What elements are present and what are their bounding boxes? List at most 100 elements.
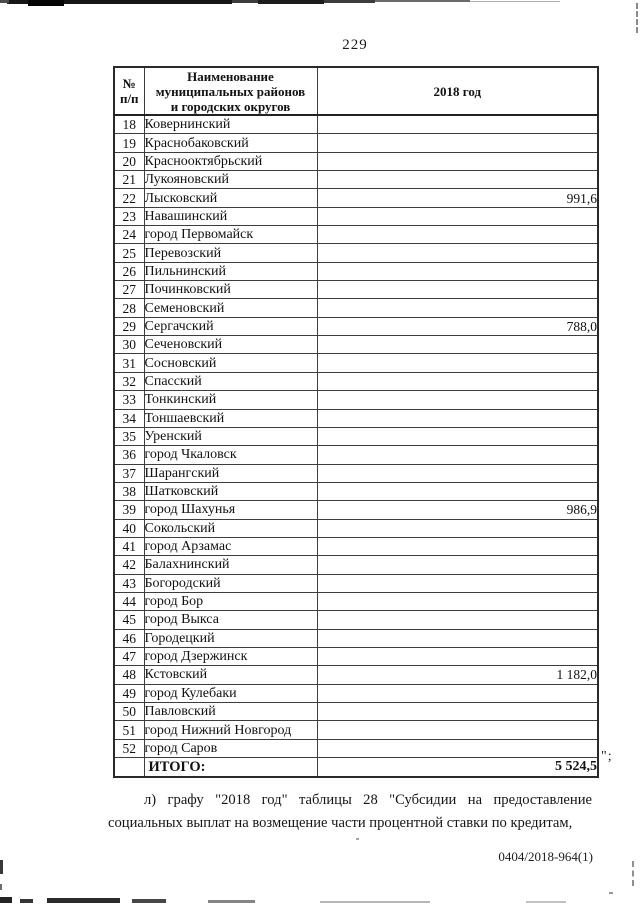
cell-name: Шарангский bbox=[143, 463, 318, 483]
scan-artifact-top-band bbox=[7, 0, 232, 4]
table-row: 24 город Первомайск bbox=[113, 225, 599, 245]
table-row: 33 Тонкинский bbox=[113, 390, 599, 410]
cell-num: 49 bbox=[113, 683, 145, 704]
table-row: 31 Сосновский bbox=[113, 353, 599, 373]
cell-value bbox=[316, 463, 599, 483]
cell-name: Павловский bbox=[143, 701, 318, 722]
scan-artifact-bottom-smudge bbox=[47, 898, 120, 903]
table-row: 37 Шарангский bbox=[113, 463, 599, 483]
closing-quote-semicolon: "; bbox=[601, 749, 613, 764]
cell-num: 34 bbox=[113, 408, 145, 428]
cell-value: 1 182,0 bbox=[316, 665, 599, 685]
table-row: 44 город Бор bbox=[113, 591, 599, 612]
cell-num: 46 bbox=[113, 628, 145, 648]
scan-artifact-top-mid bbox=[232, 0, 375, 3]
cell-num: 33 bbox=[113, 390, 145, 410]
table-row: 48 Кстовский 1 182,0 bbox=[113, 665, 599, 685]
cell-num: 37 bbox=[113, 463, 145, 483]
table-row: 36 город Чкаловск bbox=[113, 445, 599, 465]
cell-name: Тоншаевский bbox=[143, 408, 318, 428]
scan-artifact-right-bottom-dashes bbox=[632, 861, 634, 886]
cell-value bbox=[316, 151, 599, 172]
cell-num: 19 bbox=[113, 133, 145, 153]
cell-num: 31 bbox=[113, 353, 145, 373]
cell-name: город Арзамас bbox=[143, 536, 318, 557]
cell-value bbox=[316, 426, 599, 447]
table-row: 39 город Шахунья 986,9 bbox=[113, 500, 599, 520]
cell-name: Тонкинский bbox=[143, 390, 318, 410]
scan-artifact-left-bottom-mark bbox=[0, 860, 3, 874]
cell-name: Богородский bbox=[143, 573, 318, 593]
cell-name: Навашинский bbox=[143, 206, 318, 227]
table-row: 19 Краснобаковский bbox=[113, 133, 599, 153]
scan-artifact-top-tail bbox=[470, 1, 560, 2]
table-row: 47 город Дзержинск bbox=[113, 646, 599, 667]
cell-value bbox=[316, 573, 599, 593]
cell-num: 45 bbox=[113, 610, 145, 630]
table-row: 52 город Саров bbox=[113, 738, 599, 759]
table-row: 38 Шатковский bbox=[113, 481, 599, 502]
cell-num: 27 bbox=[113, 280, 145, 300]
cell-name: город Кулебаки bbox=[143, 683, 318, 704]
cell-name: Ковернинский bbox=[143, 114, 318, 135]
paragraph-line-2: социальных выплат на возмещение части пр… bbox=[108, 815, 573, 831]
cell-num: 52 bbox=[113, 738, 145, 759]
table-row: 21 Лукояновский bbox=[113, 170, 599, 190]
table-row: 18 Ковернинский bbox=[113, 114, 599, 135]
cell-value bbox=[316, 114, 599, 135]
cell-num: 41 bbox=[113, 536, 145, 557]
cell-value bbox=[316, 536, 599, 557]
cell-name: Сеченовский bbox=[143, 335, 318, 355]
table-row: 49 город Кулебаки bbox=[113, 683, 599, 704]
table-row: 51 город Нижний Новгород bbox=[113, 720, 599, 740]
cell-value bbox=[316, 298, 599, 318]
cell-value bbox=[316, 206, 599, 227]
cell-num: 38 bbox=[113, 481, 145, 502]
total-label: ИТОГО: bbox=[143, 757, 318, 778]
cell-value bbox=[316, 261, 599, 282]
table-row: 41 город Арзамас bbox=[113, 536, 599, 557]
table-row: 50 Павловский bbox=[113, 701, 599, 722]
scan-artifact-top-blob bbox=[28, 0, 64, 6]
cell-num: 29 bbox=[113, 316, 145, 337]
cell-name: город Выкса bbox=[143, 610, 318, 630]
scan-artifact-top-mid-dark bbox=[258, 0, 324, 4]
cell-name: Лукояновский bbox=[143, 170, 318, 190]
cell-name: Лысковский bbox=[143, 188, 318, 208]
cell-num: 22 bbox=[113, 188, 145, 208]
cell-num: 26 bbox=[113, 261, 145, 282]
scan-artifact-left-bottom-mark2 bbox=[0, 884, 2, 890]
total-empty-cell bbox=[113, 757, 145, 778]
cell-value bbox=[316, 646, 599, 667]
cell-value bbox=[316, 701, 599, 722]
table-row: 20 Краснооктябрьский bbox=[113, 151, 599, 172]
scan-artifact-bottom-smudge bbox=[0, 897, 12, 903]
scan-artifact-bottom-smudge bbox=[320, 901, 430, 903]
table-row: 32 Спасский bbox=[113, 371, 599, 392]
total-value: 5 524,5 bbox=[316, 757, 599, 778]
cell-num: 48 bbox=[113, 665, 145, 685]
cell-name: Сергачский bbox=[143, 316, 318, 337]
cell-name: город Дзержинск bbox=[143, 646, 318, 667]
cell-name: город Первомайск bbox=[143, 225, 318, 245]
cell-value: 986,9 bbox=[316, 500, 599, 520]
table-row: 26 Пильнинский bbox=[113, 261, 599, 282]
cell-value bbox=[316, 280, 599, 300]
cell-name: город Чкаловск bbox=[143, 445, 318, 465]
cell-value bbox=[316, 610, 599, 630]
scan-artifact-bottom-smudge bbox=[526, 901, 566, 903]
cell-name: город Шахунья bbox=[143, 500, 318, 520]
cell-num: 42 bbox=[113, 555, 145, 575]
cell-num: 25 bbox=[113, 243, 145, 263]
cell-value bbox=[316, 518, 599, 538]
cell-value bbox=[316, 353, 599, 373]
cell-value bbox=[316, 628, 599, 648]
cell-value bbox=[316, 170, 599, 190]
cell-name: Краснобаковский bbox=[143, 133, 318, 153]
scan-artifact-bottom-smudge bbox=[132, 899, 166, 903]
municipal-table-container: № п/п Наименование муниципальных районов… bbox=[113, 66, 599, 779]
body-paragraph: л) графу "2018 год" таблицы 28 "Субсидии… bbox=[108, 789, 592, 835]
cell-name: Спасский bbox=[143, 371, 318, 392]
cell-num: 47 bbox=[113, 646, 145, 667]
